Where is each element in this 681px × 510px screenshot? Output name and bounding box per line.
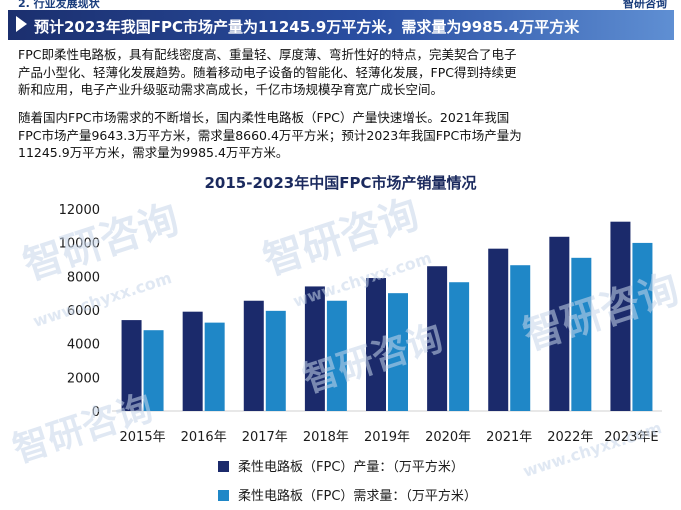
paragraph-line: 产品小型化、轻薄化发展趋势。随着移动电子设备的智能化、轻薄化发展，FPC得到持续… [18,64,517,80]
bar-demand [571,257,592,411]
chart-title: 2015-2023年中国FPC市场产销量情况 [204,174,477,192]
legend-swatch [218,461,229,472]
banner-title: 预计2023年我国FPC市场产量为11245.9万平方米，需求量为9985.4万… [34,18,580,36]
title-banner: 预计2023年我国FPC市场产量为11245.9万平方米，需求量为9985.4万… [8,10,674,40]
bar-production [243,300,264,411]
bar-production [549,236,570,411]
x-tick-label: 2021年 [486,430,532,445]
x-tick-label: 2023年E [604,430,658,445]
top-strip: 2. 行业发展现状 智研咨询 [0,0,681,10]
x-tick-label: 2022年 [547,430,593,445]
bar-production [610,221,631,411]
bar-demand [632,242,653,411]
legend-label: 柔性电路板（FPC）产量：（万平方米） [238,459,464,475]
bar-production [304,286,325,411]
bar-demand [388,293,408,411]
bar-production [121,320,142,411]
bar-demand [449,282,470,411]
growth-paragraph: 随着国内FPC市场需求的不断增长，国内柔性电路板（FPC）产量快速增长。2021… [18,109,673,162]
bar-demand [326,300,347,411]
x-tick-label: 2017年 [242,430,288,445]
intro-paragraph: FPC即柔性电路板，具有配线密度高、重量轻、厚度薄、弯折性好的特点，完美契合了电… [18,46,673,99]
bar-demand [265,310,286,411]
bar-demand [510,265,531,411]
triangle-bullet-icon [16,16,27,32]
paragraph-line: 11245.9万平方米，需求量为9985.4万平方米。 [18,145,289,160]
y-tick-label: 2000 [67,371,100,386]
bar-production [182,311,203,411]
y-tick-label: 8000 [67,270,100,285]
paragraph-line: FPC市场产量9643.3万平方米，需求量8660.4万平方米；预计2023年我… [18,127,522,143]
x-tick-label: 2018年 [303,430,349,445]
bar-production [366,278,386,411]
paragraph-line: 新和应用，电子产业升级驱动需求高成长，千亿市场规模孕育宽广成长空间。 [18,82,444,97]
y-tick-label: 6000 [67,304,100,319]
paragraph-line: FPC即柔性电路板，具有配线密度高、重量轻、厚度薄、弯折性好的特点，完美契合了电… [18,47,517,62]
brand-logo: 智研咨询 [623,0,667,10]
x-tick-label: 2019年 [364,430,410,445]
x-tick-label: 2020年 [425,430,471,445]
y-tick-label: 12000 [59,203,100,218]
legend-label: 柔性电路板（FPC）需求量：（万平方米） [238,488,477,504]
bar-demand [204,322,225,411]
y-tick-label: 4000 [67,338,100,353]
x-tick-label: 2015年 [120,430,166,445]
legend-swatch [218,490,229,501]
x-tick-label: 2016年 [181,430,227,445]
y-tick-label: 10000 [59,237,100,252]
section-label: 2. 行业发展现状 [18,0,100,10]
bar-production [427,266,448,411]
paragraph-line: 随着国内FPC市场需求的不断增长，国内柔性电路板（FPC）产量快速增长。2021… [18,110,510,125]
y-tick-label: 0 [92,405,100,420]
bar-demand [143,330,164,411]
bar-production [488,248,509,411]
